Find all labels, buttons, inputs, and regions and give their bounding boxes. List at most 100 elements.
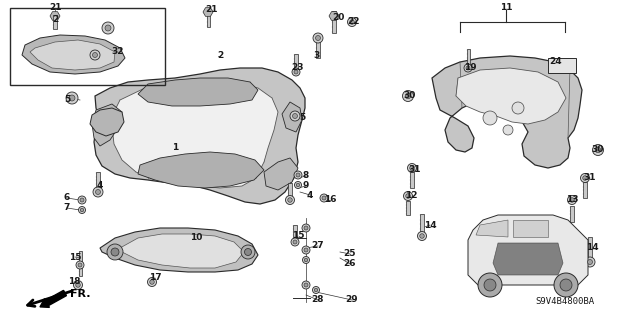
Polygon shape <box>30 40 115 70</box>
Circle shape <box>302 281 310 289</box>
Text: 1: 1 <box>172 144 178 152</box>
Text: 26: 26 <box>344 259 356 269</box>
Text: 2: 2 <box>52 16 58 25</box>
Circle shape <box>570 198 574 202</box>
Polygon shape <box>513 220 548 237</box>
Text: 5: 5 <box>64 95 70 105</box>
Polygon shape <box>282 102 302 132</box>
Circle shape <box>417 232 426 241</box>
Text: 10: 10 <box>190 233 202 241</box>
Circle shape <box>320 194 328 202</box>
Circle shape <box>79 206 86 213</box>
Text: 21: 21 <box>205 5 218 14</box>
Circle shape <box>294 182 301 189</box>
Polygon shape <box>138 78 258 106</box>
Circle shape <box>93 53 97 57</box>
Polygon shape <box>50 12 60 20</box>
Polygon shape <box>112 82 278 188</box>
Bar <box>583 182 587 198</box>
Polygon shape <box>468 215 588 285</box>
Circle shape <box>410 166 414 170</box>
Circle shape <box>560 279 572 291</box>
Text: 30: 30 <box>592 145 604 154</box>
Circle shape <box>107 244 123 260</box>
Text: 7: 7 <box>64 204 70 212</box>
Circle shape <box>316 35 321 41</box>
Circle shape <box>66 92 78 104</box>
Bar <box>588 237 592 259</box>
Polygon shape <box>493 243 563 275</box>
Text: 15: 15 <box>68 253 81 262</box>
Polygon shape <box>100 228 258 272</box>
Text: 6: 6 <box>64 194 70 203</box>
Text: 5: 5 <box>299 114 305 122</box>
Circle shape <box>292 114 298 118</box>
Circle shape <box>95 189 100 195</box>
Circle shape <box>76 283 80 287</box>
Circle shape <box>302 246 310 254</box>
Text: 3: 3 <box>313 51 319 61</box>
Text: 21: 21 <box>49 4 61 12</box>
Circle shape <box>76 261 84 269</box>
Text: S9V4B4800BA: S9V4B4800BA <box>536 298 595 307</box>
Circle shape <box>302 224 310 232</box>
Bar <box>79 251 81 265</box>
Circle shape <box>512 102 524 114</box>
Bar <box>467 49 470 67</box>
Circle shape <box>304 283 308 287</box>
Bar <box>548 58 576 73</box>
Circle shape <box>290 111 300 121</box>
Circle shape <box>478 273 502 297</box>
Circle shape <box>466 66 470 70</box>
Circle shape <box>406 194 410 198</box>
Circle shape <box>348 18 356 26</box>
Text: 14: 14 <box>586 243 598 253</box>
Text: 9: 9 <box>303 182 309 190</box>
Polygon shape <box>203 8 213 16</box>
Circle shape <box>285 196 294 204</box>
Text: 11: 11 <box>500 4 512 12</box>
Text: 20: 20 <box>332 13 344 23</box>
Circle shape <box>80 208 84 212</box>
Circle shape <box>111 248 119 256</box>
Circle shape <box>403 191 413 201</box>
Circle shape <box>403 91 413 101</box>
Circle shape <box>296 183 300 187</box>
Bar <box>96 172 100 188</box>
Text: 22: 22 <box>348 18 360 26</box>
Circle shape <box>150 280 154 284</box>
Circle shape <box>74 280 83 290</box>
Circle shape <box>304 226 308 230</box>
Bar <box>420 214 424 234</box>
Circle shape <box>312 286 319 293</box>
Bar <box>53 15 57 29</box>
Text: FR.: FR. <box>70 289 90 299</box>
Text: 4: 4 <box>97 181 103 189</box>
Circle shape <box>69 95 75 101</box>
Circle shape <box>503 125 513 135</box>
Bar <box>79 268 81 276</box>
Circle shape <box>291 238 299 246</box>
Bar <box>207 9 209 27</box>
Text: 2: 2 <box>217 51 223 61</box>
Circle shape <box>90 50 100 60</box>
Bar <box>10 8 165 85</box>
Bar <box>316 38 320 58</box>
Text: 14: 14 <box>424 220 436 229</box>
Circle shape <box>349 20 355 24</box>
Circle shape <box>464 64 472 72</box>
Circle shape <box>588 259 593 264</box>
Text: 28: 28 <box>312 295 324 305</box>
Circle shape <box>314 288 317 292</box>
Polygon shape <box>22 35 125 74</box>
Circle shape <box>293 240 297 244</box>
Polygon shape <box>329 12 339 20</box>
Circle shape <box>304 258 308 262</box>
Circle shape <box>483 111 497 125</box>
Text: 23: 23 <box>292 63 304 72</box>
Polygon shape <box>92 104 122 146</box>
Text: 24: 24 <box>550 57 563 66</box>
Circle shape <box>405 93 411 99</box>
Polygon shape <box>90 108 124 136</box>
Circle shape <box>303 256 310 263</box>
